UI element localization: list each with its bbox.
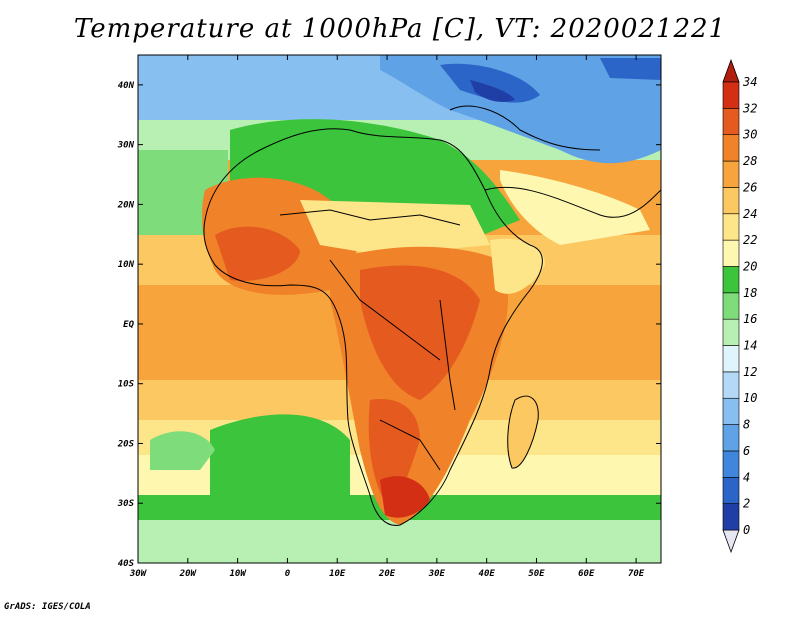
colorbar-band bbox=[722, 266, 740, 294]
colorbar-band bbox=[722, 239, 740, 267]
colorbar-band bbox=[722, 371, 740, 399]
lon-tick-label: 40E bbox=[479, 569, 496, 579]
colorbar-label: 12 bbox=[743, 365, 757, 379]
colorbar-label: 22 bbox=[743, 233, 757, 247]
lon-tick-label: 70E bbox=[628, 569, 645, 579]
latitude-ticks: 40N 30N 20N 10N EQ 10S 20S 30S 40S bbox=[117, 81, 661, 569]
colorbar-band bbox=[722, 134, 740, 162]
colorbar-band bbox=[722, 397, 740, 425]
lat-tick-label: 30S bbox=[117, 499, 135, 509]
lat-tick-label: EQ bbox=[123, 320, 134, 330]
colorbar-label: 4 bbox=[743, 470, 750, 484]
colorbar-under-triangle bbox=[722, 529, 740, 554]
lon-tick-label: 10W bbox=[229, 569, 247, 579]
colorbar-band bbox=[722, 160, 740, 188]
lat-tick-label: 10S bbox=[118, 380, 135, 390]
colorbar-label: 14 bbox=[743, 339, 757, 353]
lat-tick-label: 40N bbox=[118, 81, 135, 91]
colorbar-band bbox=[722, 503, 740, 531]
colorbar-band bbox=[722, 424, 740, 452]
lon-tick-label: 20E bbox=[378, 569, 396, 579]
lon-tick-label: 50E bbox=[528, 569, 545, 579]
lat-tick-label: 40S bbox=[118, 559, 135, 569]
colorbar-label: 28 bbox=[743, 154, 757, 168]
colorbar-band bbox=[722, 187, 740, 215]
colorbar-band bbox=[722, 318, 740, 346]
colorbar-label: 0 bbox=[743, 523, 750, 537]
lat-tick-label: 30N bbox=[117, 141, 135, 151]
colorbar-band bbox=[722, 292, 740, 320]
colorbar-band bbox=[722, 345, 740, 373]
colorbar-label: 2 bbox=[743, 497, 750, 511]
colorbar-label: 18 bbox=[743, 286, 757, 300]
lon-tick-label: 10E bbox=[329, 569, 346, 579]
colorbar-label: 34 bbox=[742, 75, 757, 89]
colorbar-label: 26 bbox=[743, 180, 757, 194]
colorbar-band bbox=[722, 108, 740, 136]
colorbar-band bbox=[722, 476, 740, 504]
colorbar-band bbox=[722, 213, 740, 241]
colorbar-over-triangle bbox=[722, 58, 740, 83]
lat-tick-label: 10N bbox=[118, 260, 135, 270]
software-credit: GrADS: IGES/COLA bbox=[4, 602, 91, 612]
colorbar-label: 24 bbox=[743, 207, 757, 221]
colorbar-label: 8 bbox=[743, 418, 750, 432]
lat-tick-label: 20N bbox=[117, 200, 135, 210]
plot-frame bbox=[137, 54, 662, 564]
map-title: Temperature at 1000hPa [C], VT: 20200212… bbox=[73, 14, 727, 44]
lat-tick-label: 20S bbox=[117, 439, 135, 449]
lon-tick-label: 30W bbox=[129, 569, 148, 579]
colorbar-label: 32 bbox=[742, 101, 757, 115]
colorbar-label: 16 bbox=[743, 312, 757, 326]
colorbar-label: 20 bbox=[743, 259, 757, 273]
lon-tick-label: 30E bbox=[428, 569, 446, 579]
coastlines bbox=[203, 105, 661, 526]
colorbar-label: 6 bbox=[743, 444, 750, 458]
lon-tick-label: 60E bbox=[578, 569, 595, 579]
colorbar-band bbox=[722, 81, 740, 109]
lon-tick-label: 0 bbox=[285, 569, 291, 579]
temperature-field bbox=[138, 55, 661, 563]
lon-tick-label: 20W bbox=[179, 569, 198, 579]
colorbar-label: 10 bbox=[743, 391, 757, 405]
longitude-ticks: 30W 20W 10W 0 10E 20E 30E 40E 50E 60E 70E bbox=[129, 55, 645, 579]
colorbar-band bbox=[722, 450, 740, 478]
colorbar-label: 30 bbox=[742, 128, 757, 142]
